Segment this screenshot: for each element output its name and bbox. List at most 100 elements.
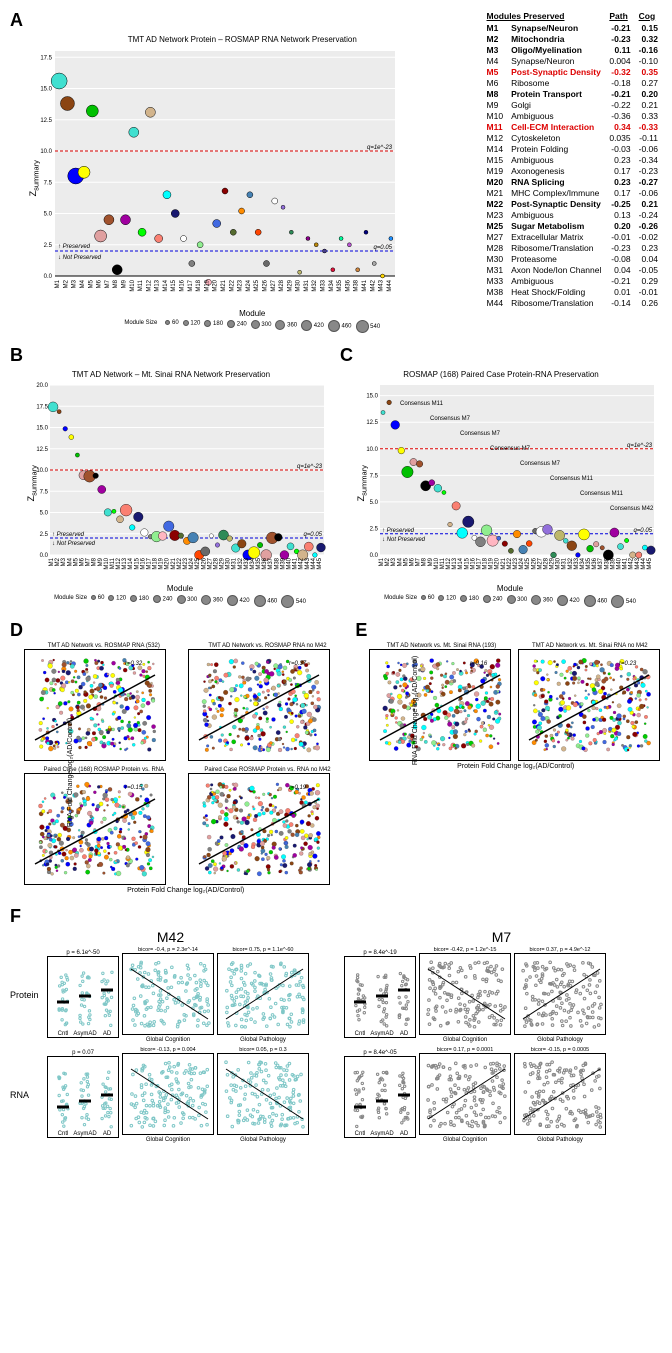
svg-text:M19: M19: [204, 279, 210, 291]
svg-text:15.0: 15.0: [366, 394, 378, 400]
panel-a-xlabel: Module: [30, 309, 475, 318]
svg-text:Consensus M7: Consensus M7: [490, 446, 531, 452]
svg-text:M4: M4: [80, 279, 86, 288]
svg-text:M43: M43: [379, 279, 385, 291]
svg-text:M9: M9: [98, 557, 104, 566]
svg-text:M13: M13: [155, 279, 161, 291]
module-size-legend: Module Size 60 120 180 240 300 360 420 4…: [30, 320, 475, 333]
svg-text:M19: M19: [159, 557, 165, 569]
svg-text:M25: M25: [195, 557, 201, 569]
svg-text:AD: AD: [400, 1031, 409, 1037]
svg-text:M13: M13: [122, 557, 128, 569]
svg-text:5.0: 5.0: [44, 212, 53, 218]
svg-text:M45: M45: [317, 557, 323, 569]
svg-text:0.0: 0.0: [370, 553, 379, 559]
svg-text:M1: M1: [49, 557, 55, 566]
svg-text:7.5: 7.5: [44, 180, 53, 186]
svg-text:r=0.37: r=0.37: [289, 661, 307, 667]
svg-text:M7: M7: [86, 557, 92, 566]
svg-text:q=0.05: q=0.05: [373, 245, 392, 251]
svg-text:M26: M26: [262, 279, 268, 291]
svg-text:0.0: 0.0: [40, 553, 49, 559]
svg-text:M22: M22: [177, 557, 183, 569]
svg-text:12.5: 12.5: [366, 420, 378, 426]
svg-text:M22: M22: [507, 557, 513, 569]
svg-text:M11: M11: [440, 557, 446, 569]
svg-text:M36: M36: [592, 557, 598, 569]
svg-text:M10: M10: [434, 557, 440, 569]
svg-text:M27: M27: [271, 279, 277, 291]
svg-text:M8: M8: [422, 557, 428, 566]
svg-text:M23: M23: [183, 557, 189, 569]
svg-text:M14: M14: [458, 557, 464, 569]
panel-a-title: TMT AD Network Protein – ROSMAP RNA Netw…: [10, 33, 475, 46]
svg-text:M30: M30: [226, 557, 232, 569]
svg-text:M9: M9: [428, 557, 434, 566]
svg-text:q=0.05: q=0.05: [303, 532, 322, 538]
svg-text:Cntl: Cntl: [58, 1131, 69, 1137]
panel-a-ylabel: Zsummary: [28, 160, 41, 196]
svg-text:10.0: 10.0: [366, 447, 378, 453]
svg-text:M30: M30: [296, 279, 302, 291]
module-table: Modules PreservedPathCogM1Synapse/Neuron…: [483, 10, 662, 308]
svg-text:M6: M6: [409, 557, 415, 566]
svg-text:M26: M26: [531, 557, 537, 569]
svg-text:M18: M18: [153, 557, 159, 569]
svg-text:M21: M21: [221, 279, 227, 291]
svg-text:M31: M31: [562, 557, 568, 569]
svg-text:Consensus M7: Consensus M7: [460, 431, 501, 437]
svg-text:M26: M26: [201, 557, 207, 569]
svg-text:M28: M28: [279, 279, 285, 291]
svg-text:M7: M7: [416, 557, 422, 566]
svg-text:Cntl: Cntl: [355, 1031, 366, 1037]
svg-text:M42: M42: [370, 279, 376, 291]
panel-b-title: TMT AD Network – Mt. Sinai RNA Network P…: [10, 368, 332, 381]
panel-e-grid: TMT AD Network vs. Mt. Sinai RNA (193)r=…: [369, 643, 662, 770]
svg-text:M45: M45: [647, 557, 653, 569]
svg-text:r=0.16: r=0.16: [470, 661, 488, 667]
svg-text:↓ Not Preserved: ↓ Not Preserved: [58, 255, 102, 261]
svg-text:q=1e^-23: q=1e^-23: [627, 443, 653, 449]
svg-text:M27: M27: [537, 557, 543, 569]
svg-text:M15: M15: [134, 557, 140, 569]
svg-text:M4: M4: [397, 557, 403, 566]
svg-text:M33: M33: [321, 279, 327, 291]
svg-text:7.5: 7.5: [40, 489, 49, 495]
svg-text:M25: M25: [254, 279, 260, 291]
svg-text:M20: M20: [213, 279, 219, 291]
svg-text:M34: M34: [329, 279, 335, 291]
svg-text:M4: M4: [67, 557, 73, 566]
svg-text:M10: M10: [104, 557, 110, 569]
svg-text:10.0: 10.0: [40, 149, 52, 155]
svg-text:M39: M39: [280, 557, 286, 569]
svg-text:0.0: 0.0: [44, 274, 53, 280]
svg-text:M6: M6: [79, 557, 85, 566]
svg-text:7.5: 7.5: [370, 473, 379, 479]
panel-b-label: B: [10, 345, 332, 366]
panel-c-title: ROSMAP (168) Paired Case Protein-RNA Pre…: [340, 368, 662, 381]
svg-text:2.5: 2.5: [44, 243, 53, 249]
svg-text:AsymAD: AsymAD: [73, 1131, 97, 1137]
svg-text:M3: M3: [72, 279, 78, 288]
svg-text:M16: M16: [180, 279, 186, 291]
svg-text:M28: M28: [213, 557, 219, 569]
svg-text:↓ Not Preserved: ↓ Not Preserved: [52, 541, 96, 547]
svg-text:Consensus M42: Consensus M42: [610, 506, 654, 512]
svg-text:M12: M12: [446, 557, 452, 569]
svg-text:M35: M35: [256, 557, 262, 569]
svg-text:M31: M31: [304, 279, 310, 291]
svg-text:15.0: 15.0: [40, 87, 52, 93]
svg-text:M5: M5: [73, 557, 79, 566]
svg-text:M22: M22: [229, 279, 235, 291]
svg-text:M25: M25: [525, 557, 531, 569]
svg-text:M19: M19: [489, 557, 495, 569]
svg-text:5.0: 5.0: [370, 500, 379, 506]
svg-text:M24: M24: [246, 279, 252, 291]
svg-text:M2: M2: [63, 279, 69, 288]
svg-text:M41: M41: [293, 557, 299, 569]
svg-text:M12: M12: [116, 557, 122, 569]
svg-text:M10: M10: [130, 279, 136, 291]
svg-text:M9: M9: [121, 279, 127, 288]
svg-text:M43: M43: [305, 557, 311, 569]
svg-text:M6: M6: [97, 279, 103, 288]
